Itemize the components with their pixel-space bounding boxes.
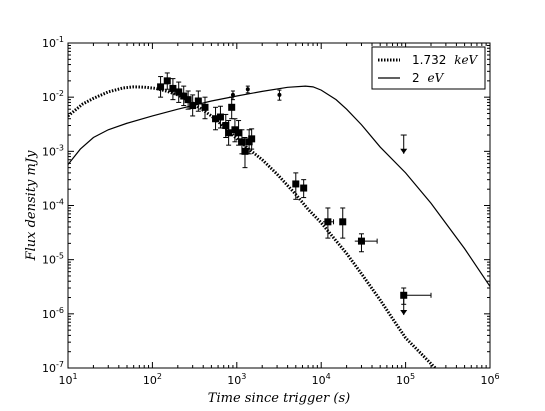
tick-labels: 101 102 103 104 105 106 10-7 10-6 10-5 10-4 10-3 10… xyxy=(42,35,500,387)
xray-point-marker xyxy=(194,97,202,105)
x-tick-label: 106 xyxy=(480,372,499,387)
upper-limit-arrow xyxy=(400,148,408,154)
y-tick-label: 10-2 xyxy=(42,89,64,104)
legend-entry-xray-unit: keV xyxy=(454,53,478,67)
xray-point-marker xyxy=(163,77,171,85)
xray-point-marker xyxy=(248,135,256,143)
optical-point-marker xyxy=(245,87,250,92)
x-tick-label: 105 xyxy=(396,372,415,387)
xray-point-marker xyxy=(235,129,243,137)
x-tick-label: 102 xyxy=(143,372,162,387)
legend-entry-optical-unit: eV xyxy=(427,71,444,85)
legend-entry-xray: 1.732 keV xyxy=(412,53,479,67)
y-tick-label: 10-6 xyxy=(42,306,64,321)
legend-entry-xray-value: 1.732 xyxy=(412,53,446,67)
xray-point-marker xyxy=(169,84,177,92)
xray-point-marker xyxy=(300,184,308,192)
xray-point-marker xyxy=(184,96,192,104)
optical-point-marker xyxy=(277,92,282,97)
model-curves xyxy=(68,85,490,368)
upper-limit-arrow xyxy=(400,310,408,316)
legend-box xyxy=(371,46,486,90)
xray-point-marker xyxy=(339,218,347,226)
xray-point-marker xyxy=(175,88,183,96)
xray-point-marker xyxy=(216,113,224,121)
xray-point-marker xyxy=(231,126,239,134)
legend-entry-optical: 2 eV xyxy=(412,71,445,85)
xray-point-marker xyxy=(324,218,332,226)
y-tick-label: 10-5 xyxy=(42,252,64,267)
y-tick-label: 10-1 xyxy=(42,35,64,50)
xray-point-marker xyxy=(228,103,236,111)
error-bars xyxy=(158,72,432,316)
xray-point-marker xyxy=(292,180,300,188)
legend-entry-optical-value: 2 xyxy=(412,71,420,85)
y-tick-label: 10-3 xyxy=(42,143,64,158)
y-tick-label: 10-4 xyxy=(42,198,64,213)
xray-point-marker xyxy=(180,92,188,100)
x-axis-label: Time since trigger (s) xyxy=(208,391,350,406)
xray-point-marker xyxy=(157,83,165,91)
model-curve-dotted xyxy=(68,85,438,368)
xray-point-marker xyxy=(241,147,249,155)
xray-point-marker xyxy=(225,129,233,137)
xray-point-marker xyxy=(189,102,197,110)
x-tick-label: 101 xyxy=(58,372,77,387)
x-tick-label: 104 xyxy=(312,372,331,387)
optical-point-marker xyxy=(230,92,235,97)
xray-point-marker xyxy=(238,138,246,146)
legend: 1.732 keV 2 eV xyxy=(371,46,486,90)
x-tick-label: 103 xyxy=(227,372,246,387)
axis-ticks xyxy=(67,42,491,369)
xray-point-marker xyxy=(212,115,220,123)
model-curve-solid xyxy=(68,85,490,287)
y-tick-label: 10-7 xyxy=(42,360,64,375)
xray-point-marker xyxy=(222,121,230,129)
xray-point-marker xyxy=(400,291,408,299)
xray-point-marker xyxy=(201,103,209,111)
xray-point-marker xyxy=(357,237,365,245)
y-axis-label: Flux density mJy xyxy=(24,150,39,261)
data-points xyxy=(157,77,408,299)
